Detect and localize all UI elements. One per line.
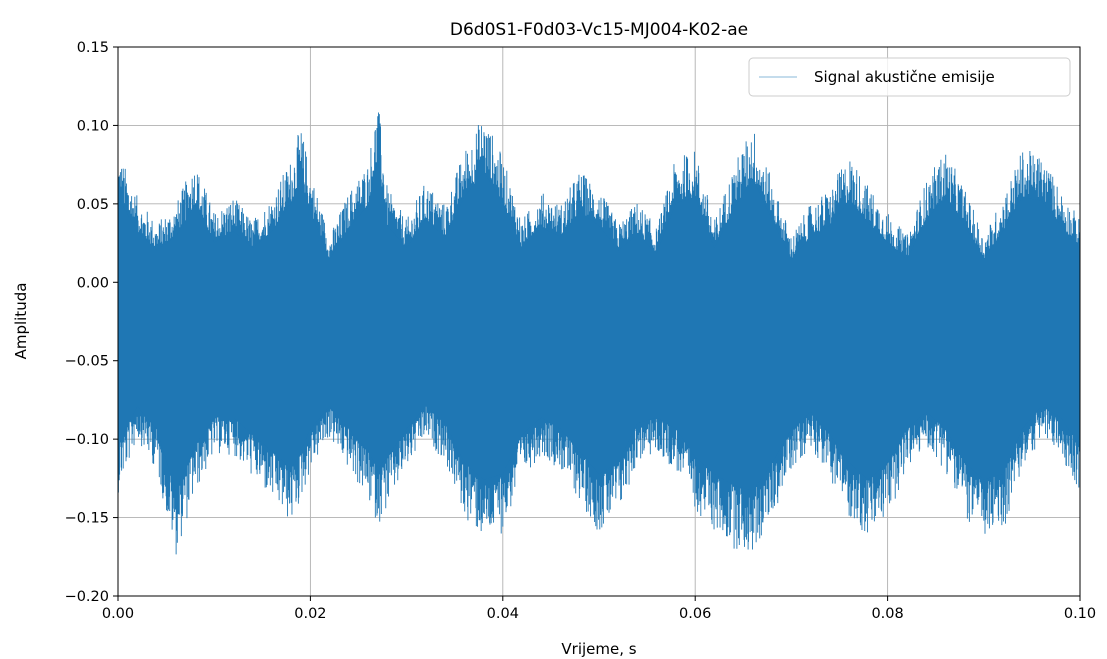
y-tick-label: 0.15 (77, 40, 109, 56)
y-axis-label: Amplituda (12, 283, 30, 360)
x-tick-label: 0.04 (487, 606, 519, 622)
signal-core-band (118, 160, 1080, 491)
y-tick-label: −0.15 (65, 511, 109, 527)
y-tick-label: 0.10 (77, 118, 109, 134)
x-tick-label: 0.02 (294, 606, 326, 622)
x-tick-label: 0.00 (102, 606, 134, 622)
y-tick-label: −0.10 (65, 432, 109, 448)
y-tick-label: −0.20 (65, 589, 109, 605)
y-axis-ticks: −0.20 −0.15 −0.10 −0.05 0.00 0.05 0.10 0.15 (65, 40, 118, 605)
signal-series (117, 112, 1081, 555)
legend-label: Signal akustične emisije (814, 68, 995, 86)
plot-frame (117, 46, 1081, 597)
y-tick-label: 0.00 (77, 275, 109, 291)
legend-box (748, 57, 1071, 97)
x-axis-ticks: 0.00 0.02 0.04 0.06 0.08 0.10 (102, 596, 1096, 622)
y-tick-label: −0.05 (65, 354, 109, 370)
x-tick-label: 0.08 (871, 606, 903, 622)
legend: Signal akustične emisije (748, 57, 1071, 97)
y-tick-label: 0.05 (77, 197, 109, 213)
x-tick-label: 0.10 (1064, 606, 1096, 622)
x-tick-label: 0.06 (679, 606, 711, 622)
chart-title: D6d0S1-F0d03-Vc15-MJ004-K02-ae (450, 20, 748, 40)
x-axis-label: Vrijeme, s (561, 640, 636, 658)
